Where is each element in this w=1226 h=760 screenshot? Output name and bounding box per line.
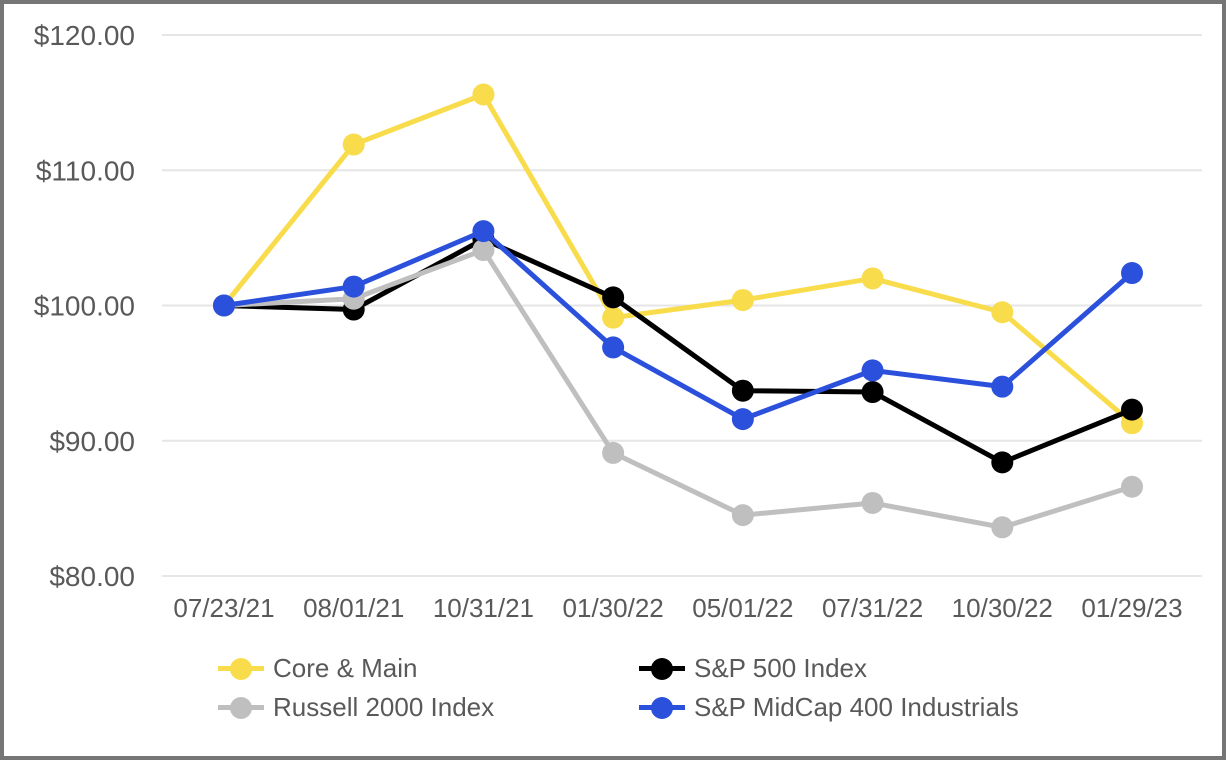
y-axis-tick-label: $100.00 (34, 291, 135, 322)
data-point (1121, 398, 1143, 421)
data-point (602, 336, 625, 359)
x-axis-tick-label: 01/30/22 (563, 593, 664, 623)
x-axis-tick-label: 05/01/22 (692, 593, 793, 623)
stock-performance-chart: $120.00 $110.00 $100.00 $90.00 $80.00 07/23/2… (34, 20, 1202, 623)
data-point (1121, 475, 1143, 498)
series-line (221, 228, 1135, 422)
data-point (731, 408, 754, 431)
data-point (472, 83, 495, 106)
data-point (602, 441, 625, 464)
chart-legend: Core & Main S&P 500 Index Russell 2000 I… (218, 652, 1019, 724)
x-axis-tick-label: 08/01/21 (303, 593, 404, 623)
data-point (731, 504, 754, 527)
legend-item-russell2000: Russell 2000 Index (218, 691, 639, 724)
legend-label-midcap400-industrials: S&P MidCap 400 Industrials (694, 692, 1019, 722)
legend-label-core-main: Core & Main (273, 653, 418, 683)
data-point (861, 359, 884, 382)
legend-item-midcap400-industrials: S&P MidCap 400 Industrials (639, 691, 1019, 724)
data-point (342, 275, 365, 298)
data-point (861, 381, 884, 404)
legend-item-sp500: S&P 500 Index (639, 652, 1019, 685)
data-point (991, 516, 1014, 539)
x-axis-tick-label: 07/31/22 (822, 593, 923, 623)
legend-item-core-main: Core & Main (218, 652, 639, 685)
legend-marker-midcap400-industrials (639, 696, 685, 719)
data-point (472, 220, 495, 243)
data-point (731, 379, 754, 402)
data-point (731, 289, 754, 312)
series-line (221, 247, 1135, 530)
legend-label-russell2000: Russell 2000 Index (273, 692, 495, 722)
data-point (861, 267, 884, 290)
y-axis-tick-label: $90.00 (49, 426, 135, 457)
y-axis-tick-label: $80.00 (49, 561, 135, 592)
x-axis-tick-label: 10/30/22 (952, 593, 1053, 623)
series-line (221, 92, 1135, 426)
data-point (602, 306, 625, 329)
data-point (991, 375, 1014, 398)
data-point (472, 239, 495, 262)
series-line (221, 236, 1135, 465)
data-point (213, 294, 235, 317)
legend-marker-russell2000 (218, 696, 264, 719)
legend-marker-core-main (218, 657, 264, 680)
y-axis-tick-label: $120.00 (34, 20, 135, 51)
data-point (861, 491, 884, 514)
x-axis-tick-label: 10/31/21 (433, 593, 534, 623)
x-axis-tick-label: 07/23/21 (173, 593, 274, 623)
data-point (342, 133, 365, 156)
x-axis-tick-label: 01/29/23 (1081, 593, 1182, 623)
data-point (1121, 262, 1143, 285)
data-point (991, 301, 1014, 324)
legend-label-sp500: S&P 500 Index (694, 653, 867, 683)
data-point (602, 286, 625, 309)
legend-marker-sp500 (639, 657, 685, 680)
y-axis-tick-label: $110.00 (36, 155, 135, 186)
data-point (991, 451, 1014, 474)
